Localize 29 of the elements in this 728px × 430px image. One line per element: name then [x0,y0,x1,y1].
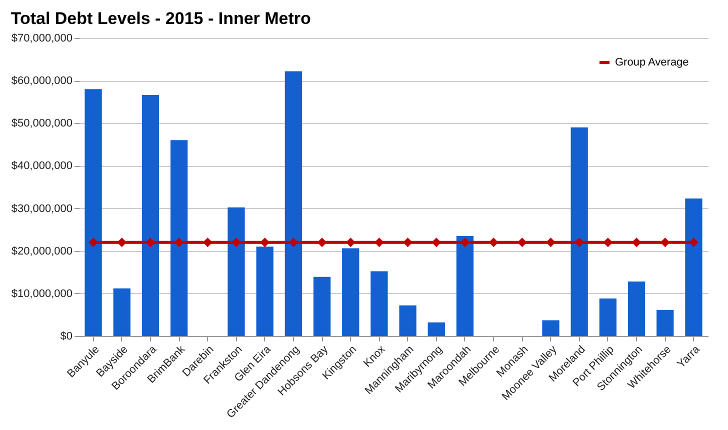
bar [370,271,388,336]
y-tick-label: $60,000,000 [11,75,72,88]
bar [428,322,445,336]
bar [456,236,474,336]
bar [656,310,674,336]
y-tick-label: $50,000,000 [11,118,72,130]
bar [542,320,560,336]
bar [284,71,302,336]
y-tick-label: $70,000,000 [11,32,72,44]
y-tick-label: $20,000,000 [11,245,72,258]
y-tick-label: $0 [60,330,72,342]
y-tick-label: $30,000,000 [11,202,72,215]
bar [628,282,646,336]
legend-label: Group Average [615,56,689,68]
bar [113,288,130,336]
bar [256,246,274,336]
bar [142,95,160,336]
bar [399,305,416,336]
bar [228,207,245,336]
bar [685,198,702,336]
y-tick-label: $40,000,000 [11,160,72,172]
y-tick-label: $10,000,000 [11,288,72,300]
bar [84,89,102,336]
chart-title: Total Debt Levels - 2015 - Inner Metro [10,9,311,28]
bar [313,276,331,336]
bar [599,298,617,336]
bar [570,127,588,336]
bar [342,248,360,336]
bar [170,140,188,336]
